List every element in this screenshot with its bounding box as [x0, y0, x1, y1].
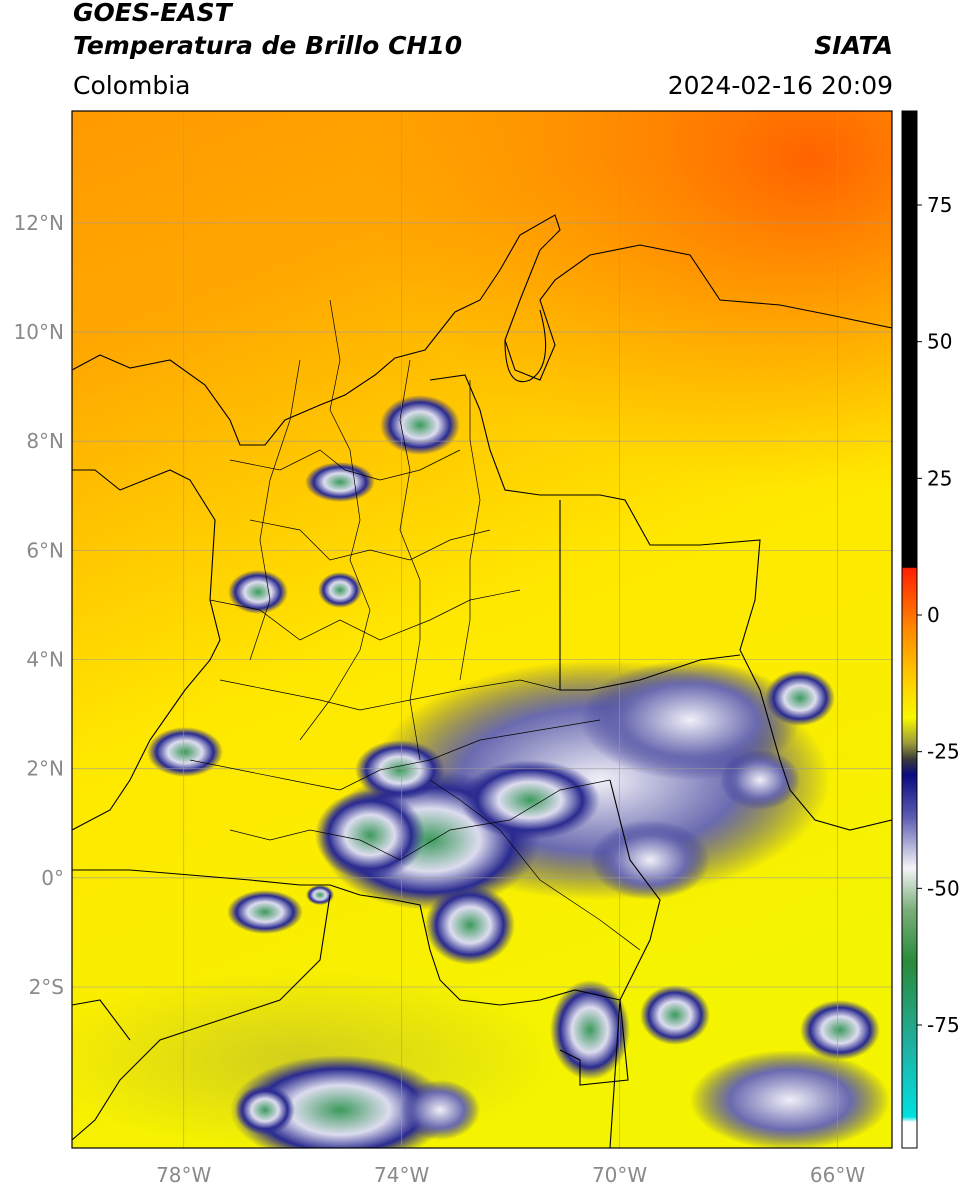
colorbar-frame [901, 110, 918, 1149]
brightness-temperature-field [72, 111, 892, 1148]
colorbar-tick-label: 75 [927, 193, 952, 217]
lon-tick-label: 70°W [592, 1163, 647, 1187]
longitude-tick-labels: 78°W 74°W 70°W 66°W [156, 1163, 865, 1187]
region-label: Colombia [73, 71, 191, 100]
lon-tick-label: 78°W [156, 1163, 211, 1187]
lat-tick-label: 0° [41, 866, 64, 890]
country-borders [72, 214, 892, 1148]
map-frame [71, 110, 893, 1149]
lat-tick-label: 12°N [14, 211, 64, 235]
title-line-2: Temperatura de Brillo CH10 [73, 31, 463, 60]
department-borders [189, 299, 641, 951]
colorbar-tick-label: -50 [927, 876, 960, 900]
lat-tick-label: 2°S [29, 975, 64, 999]
lat-tick-label: 8°N [26, 429, 64, 453]
timestamp-label: 2024-02-16 20:09 [667, 71, 893, 100]
colorbar [902, 111, 917, 1148]
latitude-tick-labels: 12°N 10°N 8°N 6°N 4°N 2°N 0° 2°S [14, 211, 64, 999]
lat-tick-label: 10°N [14, 320, 64, 344]
brand-label: SIATA [814, 31, 893, 60]
colorbar-tick-label: -75 [927, 1013, 960, 1037]
lon-tick-label: 74°W [374, 1163, 429, 1187]
colorbar-tick-labels: 75 50 25 0 -25 -50 -75 [917, 193, 960, 1037]
colorbar-tick-label: -25 [927, 740, 960, 764]
lon-tick-label: 66°W [810, 1163, 865, 1187]
cloud-cell [380, 395, 460, 455]
graticule [72, 111, 892, 1148]
colorbar-tick-label: 25 [927, 466, 952, 490]
lat-tick-label: 4°N [26, 648, 64, 672]
colorbar-tick-label: 0 [927, 603, 940, 627]
lat-tick-label: 6°N [26, 538, 64, 562]
title-line-1: GOES-EAST [73, 0, 232, 27]
lat-tick-label: 2°N [26, 757, 64, 781]
colorbar-tick-label: 50 [927, 330, 952, 354]
